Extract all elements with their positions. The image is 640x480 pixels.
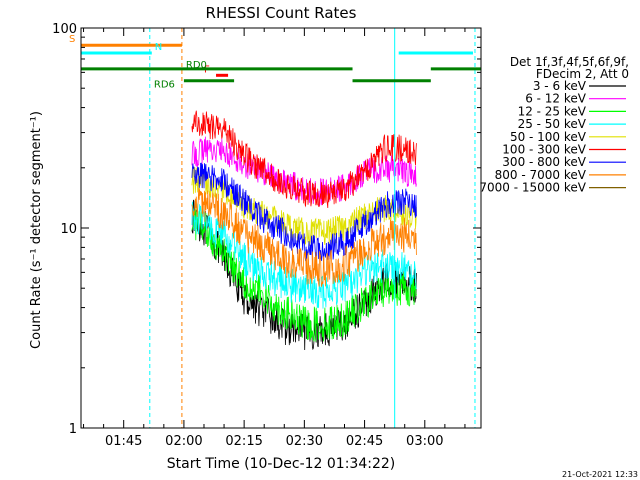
chart-title: RHESSI Count Rates	[206, 4, 357, 22]
y-tick-label: 10	[60, 222, 77, 237]
legend-label-3: 12 - 25 keV	[518, 104, 587, 118]
plot-axes: 01:45 02:00 02:15 02:30 02:45 03:00 1 10 100	[52, 22, 482, 449]
legend-label-1: 3 - 6 keV	[533, 79, 587, 93]
legend-label-4: 25 - 50 keV	[518, 117, 587, 131]
y-tick-label: 1	[69, 422, 77, 437]
series-line-3	[191, 208, 417, 342]
legend-label-8: 800 - 7000 keV	[495, 168, 587, 182]
flag-label-n: N	[155, 42, 162, 53]
series-traces	[191, 110, 417, 351]
series-line-8	[191, 187, 417, 287]
legend-label-6: 100 - 300 keV	[502, 143, 586, 157]
series-line-7	[191, 162, 417, 264]
flag-label-s: S	[69, 34, 75, 45]
y-tick-label: 100	[52, 22, 77, 37]
legend-label-7: 300 - 800 keV	[502, 155, 586, 169]
legend-label-5: 50 - 100 keV	[510, 130, 587, 144]
legend-header-line-2: FDecim 2, Att 0	[536, 67, 629, 81]
x-tick-label: 01:45	[105, 434, 142, 449]
series-line-4	[191, 201, 417, 309]
x-tick-label: 03:00	[406, 434, 443, 449]
flag-label-rd6: RD6	[154, 80, 175, 91]
series-line-1	[191, 199, 417, 351]
legend-label-9: 7000 - 15000 keV	[479, 181, 586, 195]
x-axis-label: Start Time (10-Dec-12 01:34:22)	[167, 456, 395, 472]
x-tick-label: 02:15	[225, 434, 262, 449]
x-tick-label: 02:45	[346, 434, 383, 449]
legend-header-line-1: Det 1f,3f,4f,5f,6f,9f,	[510, 55, 629, 69]
chart-text: RHESSI Count Rates Start Time (10-Dec-12…	[29, 4, 638, 479]
y-axis-label: Count Rate (s⁻¹ detector segment⁻¹)	[29, 111, 44, 349]
flag-label-rd0: RD0	[186, 60, 207, 71]
footer-date: 21-Oct-2021 12:33	[562, 470, 638, 479]
x-tick-label: 02:30	[286, 434, 323, 449]
flag-bars: SNFRD0RD6	[69, 34, 481, 91]
legend-label-2: 6 - 12 keV	[525, 92, 587, 106]
series-line-6	[191, 110, 417, 209]
x-tick-label: 02:00	[165, 434, 202, 449]
